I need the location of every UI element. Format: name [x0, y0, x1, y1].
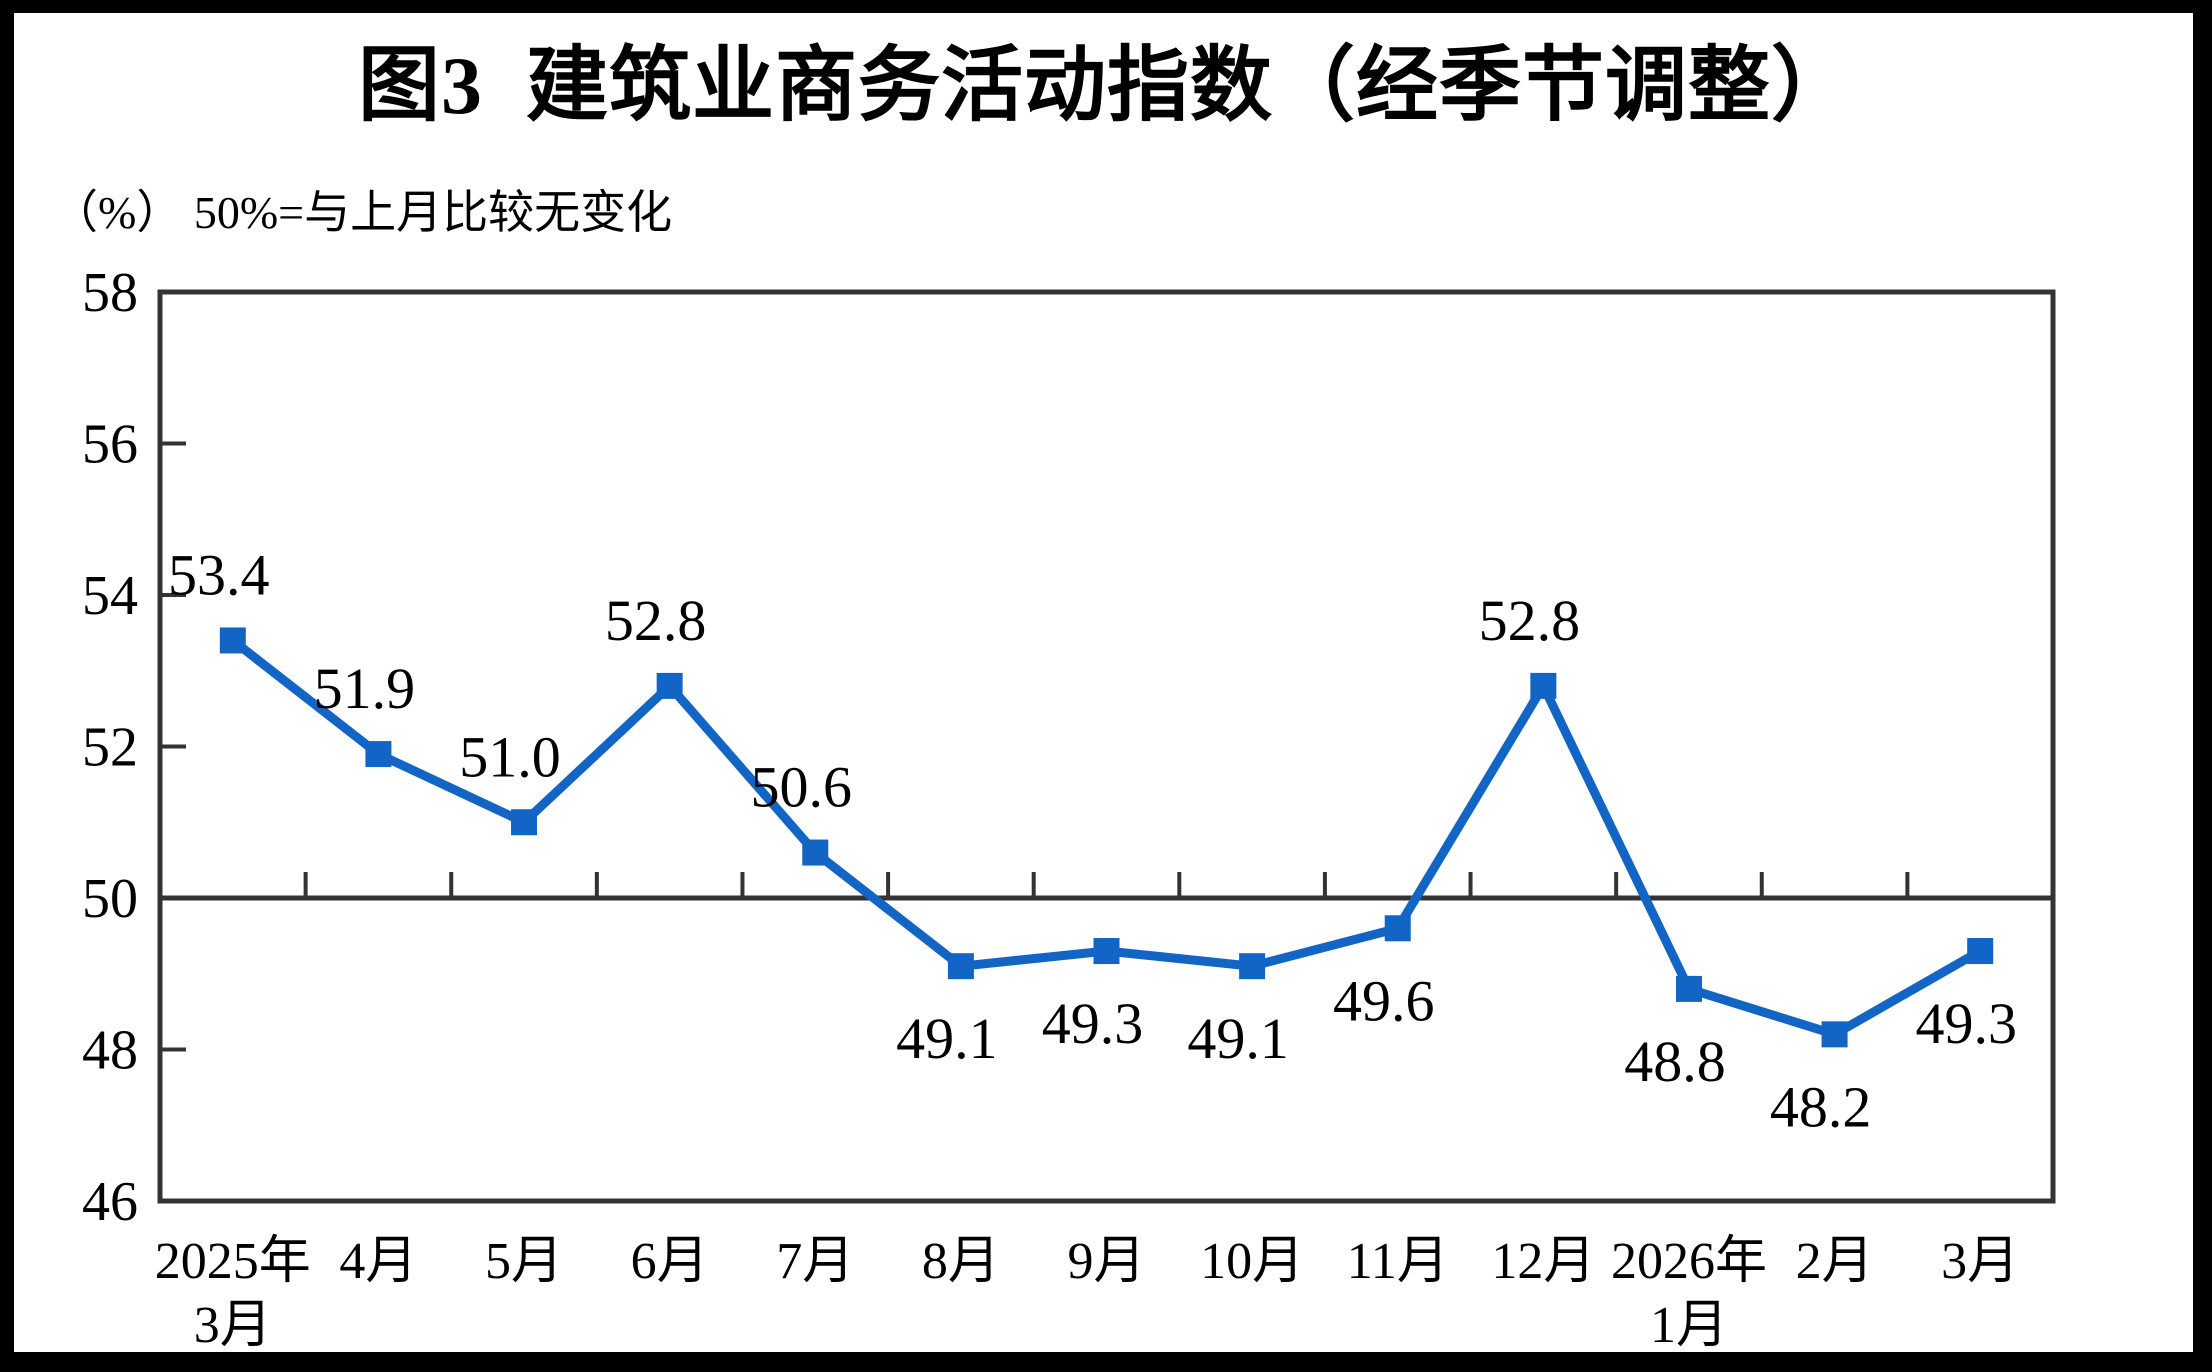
x-axis-label: 10月 — [1200, 1233, 1304, 1290]
data-label: 49.3 — [1042, 991, 1144, 1056]
x-axis-label: 8月 — [922, 1233, 1000, 1290]
data-point-marker — [1093, 938, 1120, 965]
y-axis-tick-label: 48 — [82, 1020, 138, 1082]
x-axis-label: 4月 — [339, 1233, 417, 1290]
data-point-marker — [1239, 953, 1266, 980]
chart-title: 图3 建筑业商务活动指数（经季节调整） — [357, 40, 1854, 131]
data-line — [230, 636, 1983, 1040]
data-point-marker — [511, 809, 538, 836]
y-axis-unit-note: （%） 50%=与上月比较无变化 — [52, 187, 673, 238]
data-label: 53.4 — [168, 542, 270, 607]
data-point-marker — [947, 953, 974, 980]
x-axis-label: 5月 — [485, 1233, 563, 1290]
x-axis-label: 7月 — [776, 1233, 854, 1290]
data-label: 48.2 — [1770, 1074, 1872, 1139]
y-axis-tick-label: 52 — [82, 717, 138, 779]
data-label: 52.8 — [605, 588, 707, 653]
data-label: 49.6 — [1333, 968, 1435, 1033]
plot-frame — [157, 289, 2056, 1204]
x-axis-label: 12月 — [1491, 1233, 1595, 1290]
data-label: 49.1 — [1187, 1006, 1289, 1071]
x-axis-label: 2025年 — [155, 1233, 311, 1290]
data-point-marker — [1530, 672, 1557, 699]
data-point-marker — [219, 627, 246, 654]
data-point-marker — [365, 741, 392, 768]
data-label: 51.0 — [459, 724, 561, 789]
y-axis-tick-label: 46 — [82, 1171, 138, 1233]
data-point-marker — [1675, 975, 1702, 1002]
x-axis-label: 2月 — [1796, 1233, 1874, 1290]
data-label: 48.8 — [1624, 1029, 1726, 1094]
x-axis-label: 6月 — [631, 1233, 709, 1290]
x-axis-label: 11月 — [1347, 1233, 1449, 1290]
x-axis-label: 9月 — [1067, 1233, 1145, 1290]
y-axis-tick-label: 58 — [82, 262, 138, 324]
data-label: 51.9 — [314, 656, 416, 721]
y-axis-tick-label: 56 — [82, 414, 138, 476]
x-axis-label-line2: 3月 — [194, 1297, 272, 1354]
data-point-marker — [802, 839, 829, 866]
data-point-marker — [656, 672, 683, 699]
data-label: 52.8 — [1479, 588, 1581, 653]
y-axis-tick-label: 54 — [82, 565, 138, 627]
data-label: 49.1 — [896, 1006, 998, 1071]
x-axis-label: 3月 — [1941, 1233, 2019, 1290]
x-axis-label: 2026年 — [1611, 1233, 1767, 1290]
y-axis-tick-label: 50 — [82, 868, 138, 930]
x-axis-label-line2: 1月 — [1650, 1297, 1728, 1354]
data-label: 50.6 — [751, 755, 853, 820]
data-point-marker — [1967, 938, 1994, 965]
data-label: 49.3 — [1915, 991, 2017, 1056]
data-point-marker — [1821, 1021, 1848, 1048]
data-point-marker — [1384, 915, 1411, 942]
